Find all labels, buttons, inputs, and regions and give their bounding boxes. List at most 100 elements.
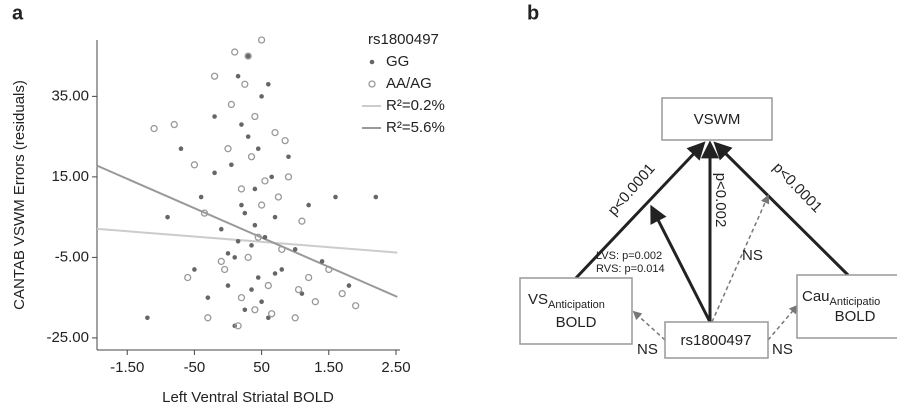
point [254, 233, 262, 241]
edge-label: LVS: p=0.002 [596, 250, 662, 262]
legend-label: GG [386, 53, 409, 70]
node [664, 321, 769, 359]
point [281, 136, 289, 145]
point [262, 234, 268, 240]
edge-label: p<0.002 [712, 173, 729, 228]
node-label: VS [528, 291, 548, 308]
edge-label: NS [637, 341, 658, 358]
node-label: VSAnticipation [528, 291, 605, 311]
point [255, 275, 261, 280]
point [200, 209, 209, 217]
edge-label: NS [772, 341, 793, 358]
edge-label: p<0.0001 [605, 160, 659, 219]
point [261, 177, 269, 185]
point [257, 36, 266, 44]
point [218, 226, 224, 232]
point [237, 185, 246, 193]
point [271, 128, 279, 137]
point [190, 161, 199, 169]
point [204, 314, 212, 322]
point [244, 253, 252, 262]
panel-label: b [527, 2, 539, 24]
edge [574, 141, 706, 280]
edge-label: RVS: p=0.014 [596, 263, 665, 275]
point [145, 315, 150, 321]
point [245, 134, 251, 139]
point [278, 245, 286, 254]
edge [650, 204, 712, 323]
point [291, 314, 299, 322]
point [272, 214, 278, 220]
point [264, 281, 272, 290]
point [212, 170, 217, 176]
point [242, 210, 248, 216]
point [252, 222, 258, 228]
point [239, 122, 244, 127]
point [225, 251, 231, 256]
node-subscript: Anticipation [548, 299, 605, 311]
point [257, 201, 266, 209]
point [178, 146, 184, 152]
edge [711, 194, 770, 323]
legend-title: rs1800497 [368, 31, 439, 48]
point [268, 310, 276, 318]
point [244, 52, 252, 60]
y-axis-label: CANTAB VSWM Errors (residuals) [11, 80, 28, 310]
edge-label: p<0.0001 [769, 159, 825, 216]
edge [767, 304, 799, 341]
point [247, 153, 256, 161]
legend-label: AA/AG [386, 75, 432, 92]
legend-label: R²=0.2% [386, 97, 445, 114]
point [235, 238, 241, 244]
point [237, 294, 246, 302]
point [241, 80, 249, 88]
node-label: VSWM [694, 111, 741, 128]
point [269, 174, 274, 180]
legend-marker [369, 59, 375, 65]
point [231, 48, 239, 56]
point [205, 295, 211, 300]
edge [713, 141, 850, 277]
point [150, 124, 158, 133]
point [259, 94, 264, 99]
point [284, 173, 293, 181]
point [306, 202, 311, 208]
point [338, 289, 346, 298]
point [235, 73, 241, 79]
node [796, 274, 897, 339]
point [266, 81, 271, 87]
x-tick-label: -50 [184, 359, 206, 376]
point [325, 265, 333, 274]
point [217, 257, 225, 266]
point [232, 255, 238, 260]
panel-label: a [12, 2, 24, 24]
fit-line [96, 227, 398, 254]
legend-marker [368, 80, 376, 88]
point [274, 193, 283, 201]
point [292, 247, 298, 252]
node-label: Cau [802, 288, 830, 305]
y-tick-label: -5.00 [55, 248, 89, 265]
y-tick-label: 15.00 [51, 168, 89, 185]
point [198, 194, 204, 200]
point [210, 72, 219, 80]
point [279, 267, 285, 272]
point [251, 306, 259, 314]
x-tick-label: 1.50 [314, 359, 343, 376]
node-subscript: Anticipatio [830, 296, 881, 308]
path-diagram: b p<0.0001 p<0.002 p<0.0001 LVS: p=0.002… [519, 2, 897, 359]
x-axis-label: Left Ventral Striatal BOLD [162, 389, 334, 406]
point [286, 154, 291, 160]
x-tick-label: -1.50 [110, 359, 144, 376]
point [373, 194, 379, 200]
node-label: CauAnticipatio [802, 288, 880, 308]
point [229, 162, 234, 168]
point [184, 273, 192, 282]
x-tick-label: 2.50 [381, 359, 410, 376]
point [255, 146, 261, 152]
point [192, 267, 197, 272]
point [249, 287, 254, 292]
point [346, 283, 352, 288]
edge-label: NS [742, 247, 763, 264]
